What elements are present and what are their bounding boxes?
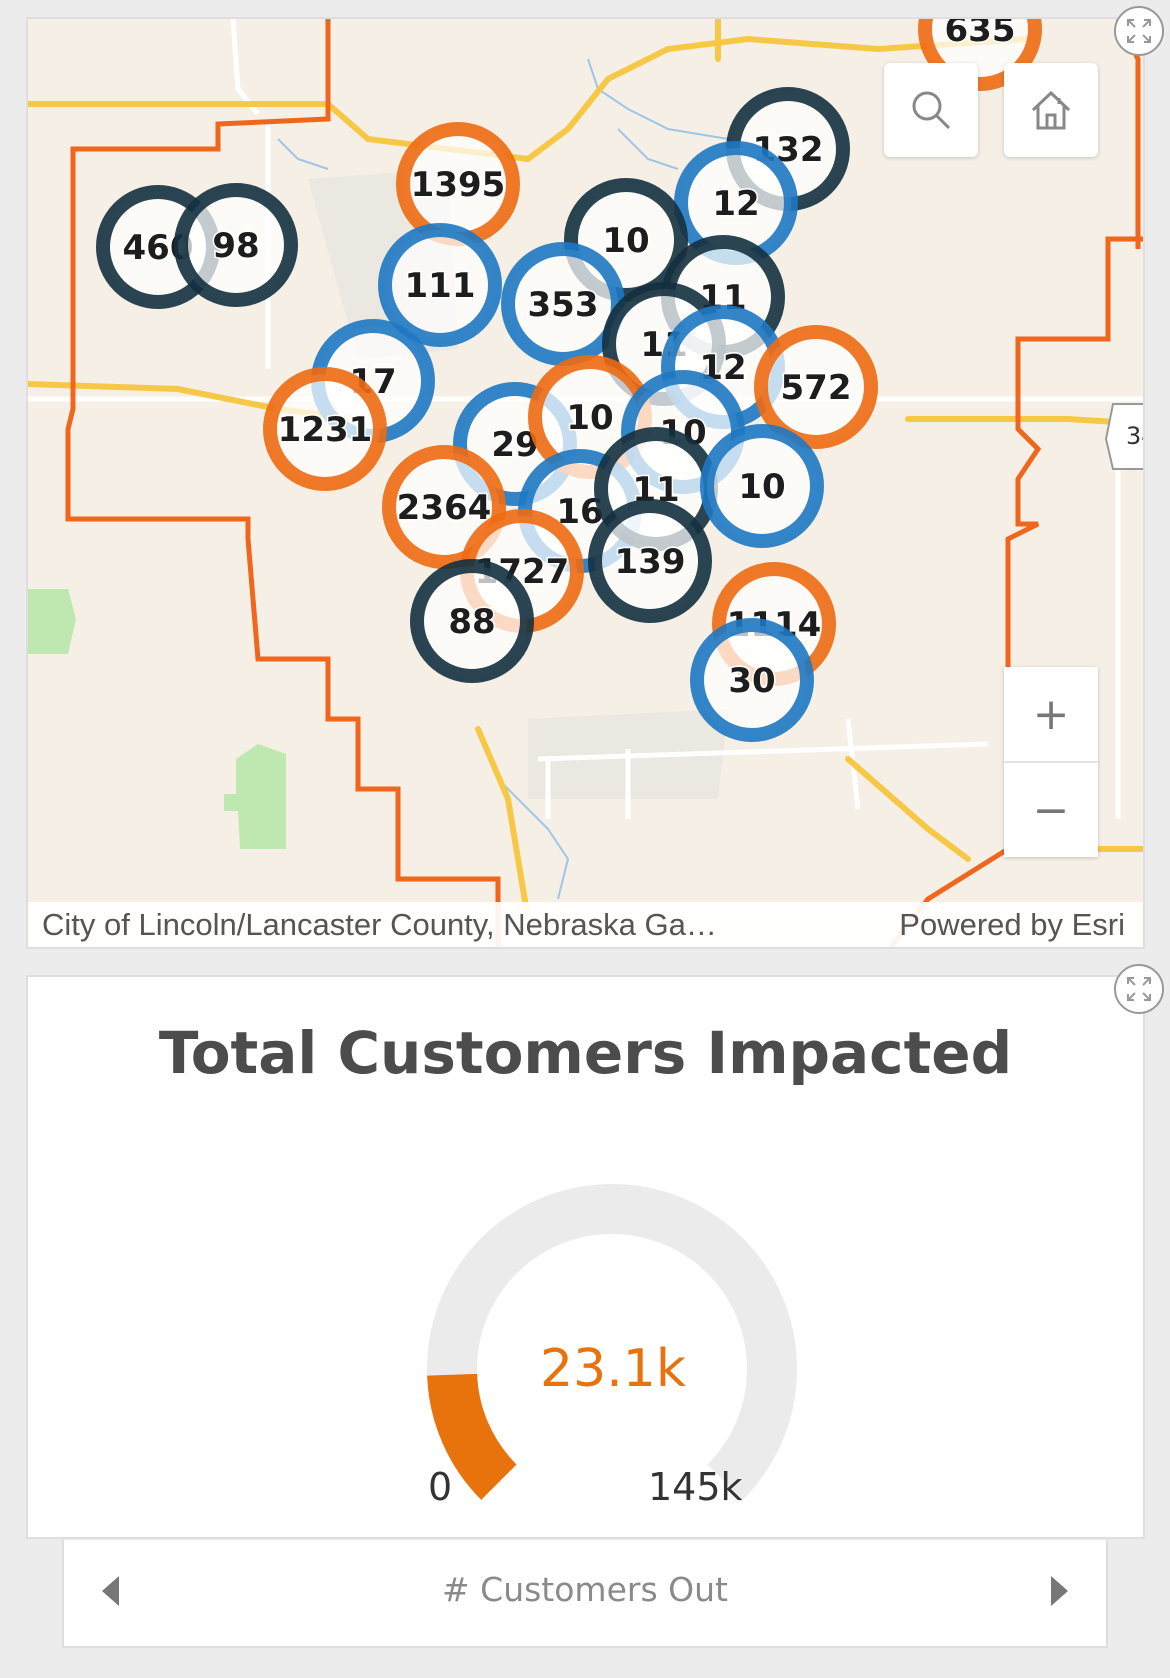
park-area xyxy=(28,589,76,654)
cluster-ring[interactable] xyxy=(378,223,502,347)
cluster-ring[interactable] xyxy=(410,559,534,683)
cluster-count: 88 xyxy=(448,602,495,642)
selector-label: # Customers Out xyxy=(442,1570,728,1609)
gauge-max-label: 145k xyxy=(648,1465,743,1509)
park-area xyxy=(224,744,286,849)
cluster-marker[interactable]: 353 xyxy=(501,242,625,366)
cluster-ring[interactable] xyxy=(382,445,506,569)
cluster-ring[interactable] xyxy=(754,325,878,449)
search-icon xyxy=(912,91,951,130)
cluster-count: 139 xyxy=(615,542,686,582)
cluster-count: 12 xyxy=(712,184,759,224)
cluster-count: 29 xyxy=(491,425,538,465)
home-icon xyxy=(1031,90,1071,130)
cluster-count: 30 xyxy=(728,661,775,701)
gauge-title: Total Customers Impacted xyxy=(158,1019,1013,1087)
cluster-count: 10 xyxy=(566,398,613,438)
gauge-min-label: 0 xyxy=(428,1465,453,1509)
search-button[interactable] xyxy=(884,63,978,157)
expand-map-icon[interactable] xyxy=(1114,6,1164,56)
attribution-source: City of Lincoln/Lancaster County, Nebras… xyxy=(42,907,717,942)
cluster-marker[interactable]: 98 xyxy=(174,183,298,307)
cluster-count: 1395 xyxy=(411,165,506,205)
cluster-ring[interactable] xyxy=(174,183,298,307)
cluster-count: 111 xyxy=(405,266,476,306)
cluster-marker[interactable]: 111 xyxy=(378,223,502,347)
cluster-count: 635 xyxy=(945,19,1016,50)
zoom-controls: + − xyxy=(1004,667,1098,857)
cluster-count: 98 xyxy=(212,226,259,266)
cluster-count: 1231 xyxy=(278,410,373,450)
cluster-marker[interactable]: 2364 xyxy=(382,445,506,569)
cluster-marker[interactable]: 10 xyxy=(700,424,824,548)
expand-gauge-icon[interactable] xyxy=(1114,964,1164,1014)
cluster-count: 12 xyxy=(699,348,746,388)
cluster-marker[interactable]: 572 xyxy=(754,325,878,449)
map-panel[interactable]: 635 132 1395 460 98 12 10 111 353 11 11 12 572 17 1231… xyxy=(26,17,1145,949)
cluster-ring[interactable] xyxy=(700,424,824,548)
cluster-marker[interactable]: 30 xyxy=(690,618,814,742)
cluster-count: 2364 xyxy=(397,488,492,528)
next-arrow-icon[interactable] xyxy=(1051,1576,1068,1606)
highway-shield: 34 xyxy=(1104,403,1145,470)
cluster-count: 10 xyxy=(602,221,649,261)
gauge-value: 23.1k xyxy=(540,1339,686,1399)
cluster-marker[interactable]: 88 xyxy=(410,559,534,683)
cluster-marker[interactable]: 1395 xyxy=(396,122,520,246)
gauge-fill xyxy=(427,1373,518,1500)
gauge-chart xyxy=(427,1184,797,1500)
cluster-marker[interactable]: 1231 xyxy=(263,367,387,491)
cluster-ring[interactable] xyxy=(690,618,814,742)
zoom-in-button[interactable]: + xyxy=(1032,688,1070,740)
cluster-ring[interactable] xyxy=(588,499,712,623)
category-selector: # Customers Out xyxy=(62,1540,1108,1648)
cluster-count: 572 xyxy=(781,368,852,408)
cluster-count: 353 xyxy=(528,285,599,325)
gauge-panel: Total Customers Impacted 23.1k 0 145k xyxy=(26,975,1145,1539)
cluster-count: 10 xyxy=(738,467,785,507)
home-button[interactable] xyxy=(1004,63,1098,157)
zoom-out-button[interactable]: − xyxy=(1032,784,1070,836)
cluster-marker[interactable]: 139 xyxy=(588,499,712,623)
cluster-ring[interactable] xyxy=(263,367,387,491)
highway-shield-label: 34 xyxy=(1126,422,1145,450)
zoom-divider xyxy=(1004,761,1098,763)
basemap xyxy=(28,19,1143,947)
map-attribution: City of Lincoln/Lancaster County, Nebras… xyxy=(28,902,1143,947)
powered-by-esri[interactable]: Powered by Esri xyxy=(899,907,1125,942)
previous-arrow-icon[interactable] xyxy=(102,1576,119,1606)
